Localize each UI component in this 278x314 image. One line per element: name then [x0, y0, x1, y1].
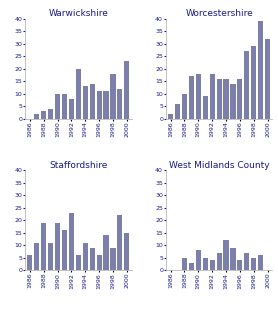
- Bar: [124, 61, 130, 118]
- Bar: [55, 223, 60, 270]
- Bar: [175, 104, 180, 118]
- Bar: [210, 74, 215, 118]
- Bar: [34, 243, 39, 270]
- Bar: [69, 213, 74, 270]
- Bar: [230, 248, 235, 270]
- Title: Worcestershire: Worcestershire: [185, 9, 253, 18]
- Bar: [83, 243, 88, 270]
- Bar: [251, 46, 256, 118]
- Bar: [69, 99, 74, 118]
- Title: West Midlands County: West Midlands County: [169, 160, 269, 170]
- Bar: [217, 78, 222, 118]
- Bar: [258, 255, 263, 270]
- Bar: [76, 69, 81, 118]
- Title: Staffordshire: Staffordshire: [49, 160, 108, 170]
- Bar: [182, 94, 187, 118]
- Bar: [244, 252, 249, 270]
- Bar: [196, 74, 201, 118]
- Bar: [258, 21, 263, 118]
- Bar: [103, 91, 109, 118]
- Bar: [41, 111, 46, 118]
- Bar: [110, 248, 116, 270]
- Bar: [62, 94, 67, 118]
- Bar: [48, 243, 53, 270]
- Bar: [237, 78, 242, 118]
- Bar: [124, 233, 130, 270]
- Bar: [90, 248, 95, 270]
- Bar: [27, 255, 33, 270]
- Bar: [117, 215, 123, 270]
- Bar: [48, 109, 53, 118]
- Bar: [110, 74, 116, 118]
- Bar: [224, 78, 229, 118]
- Bar: [196, 250, 201, 270]
- Bar: [34, 114, 39, 118]
- Bar: [210, 260, 215, 270]
- Bar: [203, 96, 208, 118]
- Bar: [83, 86, 88, 118]
- Bar: [265, 39, 270, 118]
- Bar: [168, 114, 173, 118]
- Bar: [189, 263, 194, 270]
- Bar: [217, 252, 222, 270]
- Bar: [103, 235, 109, 270]
- Bar: [62, 230, 67, 270]
- Bar: [76, 255, 81, 270]
- Bar: [55, 94, 60, 118]
- Bar: [251, 257, 256, 270]
- Bar: [203, 257, 208, 270]
- Bar: [117, 89, 123, 118]
- Bar: [41, 223, 46, 270]
- Bar: [230, 84, 235, 118]
- Bar: [96, 91, 102, 118]
- Bar: [189, 76, 194, 118]
- Bar: [90, 84, 95, 118]
- Bar: [96, 255, 102, 270]
- Bar: [224, 240, 229, 270]
- Title: Warwickshire: Warwickshire: [48, 9, 108, 18]
- Bar: [244, 51, 249, 118]
- Bar: [237, 260, 242, 270]
- Bar: [182, 257, 187, 270]
